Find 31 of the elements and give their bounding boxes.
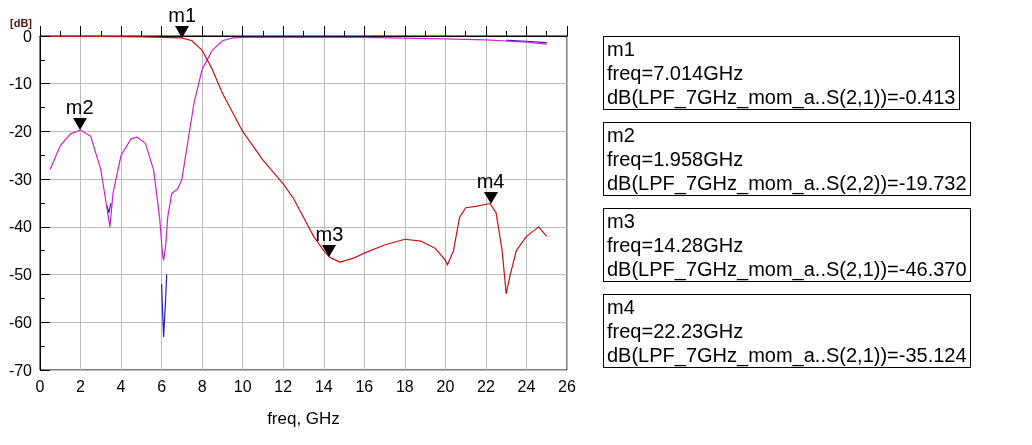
x-tick-label: 8 [197, 377, 207, 395]
x-axis-title: freq, GHz [267, 409, 340, 428]
text: m2 freq=1.958GHz dB(LPF_7GHz_mom_a..S(2,2))=-19.732 [603, 122, 971, 196]
y-tick-label: -10 [8, 75, 33, 93]
y-tick-label: -20 [8, 122, 33, 140]
x-tick-label: 4 [116, 377, 126, 395]
x-tick-label: 10 [233, 377, 252, 395]
x-tick-label: 22 [477, 377, 495, 395]
x-tick-label: 14 [314, 377, 333, 395]
y-axis-title: [dB] [10, 16, 33, 29]
x-tick-label: 12 [274, 377, 293, 395]
x-tick-label: 20 [436, 377, 455, 395]
x-tick-label: 6 [157, 377, 167, 395]
x-tick-label: 26 [558, 377, 576, 395]
x-tick-label: 0 [35, 377, 45, 395]
y-tick-label: -60 [8, 313, 33, 331]
text: m4 freq=22.23GHz dB(LPF_7GHz_mom_a..S(2,1))=-35.124 [603, 294, 971, 368]
y-tick-label: -50 [8, 266, 33, 284]
annotation: m2 [65, 96, 94, 119]
x-tick-label: 16 [355, 377, 374, 395]
text: m3 freq=14.28GHz dB(LPF_7GHz_mom_a..S(2,1))=-46.370 [603, 208, 971, 282]
x-tick-label: 18 [395, 377, 414, 395]
x-tick-label: 24 [517, 377, 536, 395]
annotation: m1 [168, 3, 197, 26]
x-tick-label: 2 [76, 377, 86, 395]
y-tick-label: -70 [8, 361, 33, 379]
y-tick-label: -40 [8, 218, 33, 236]
annotation: m3 [315, 223, 344, 246]
y-tick-label: -30 [8, 170, 33, 188]
annotation: m4 [476, 169, 505, 192]
text: m1 freq=7.014GHz dB(LPF_7GHz_mom_a..S(2,1))=-0.413 [603, 36, 960, 110]
